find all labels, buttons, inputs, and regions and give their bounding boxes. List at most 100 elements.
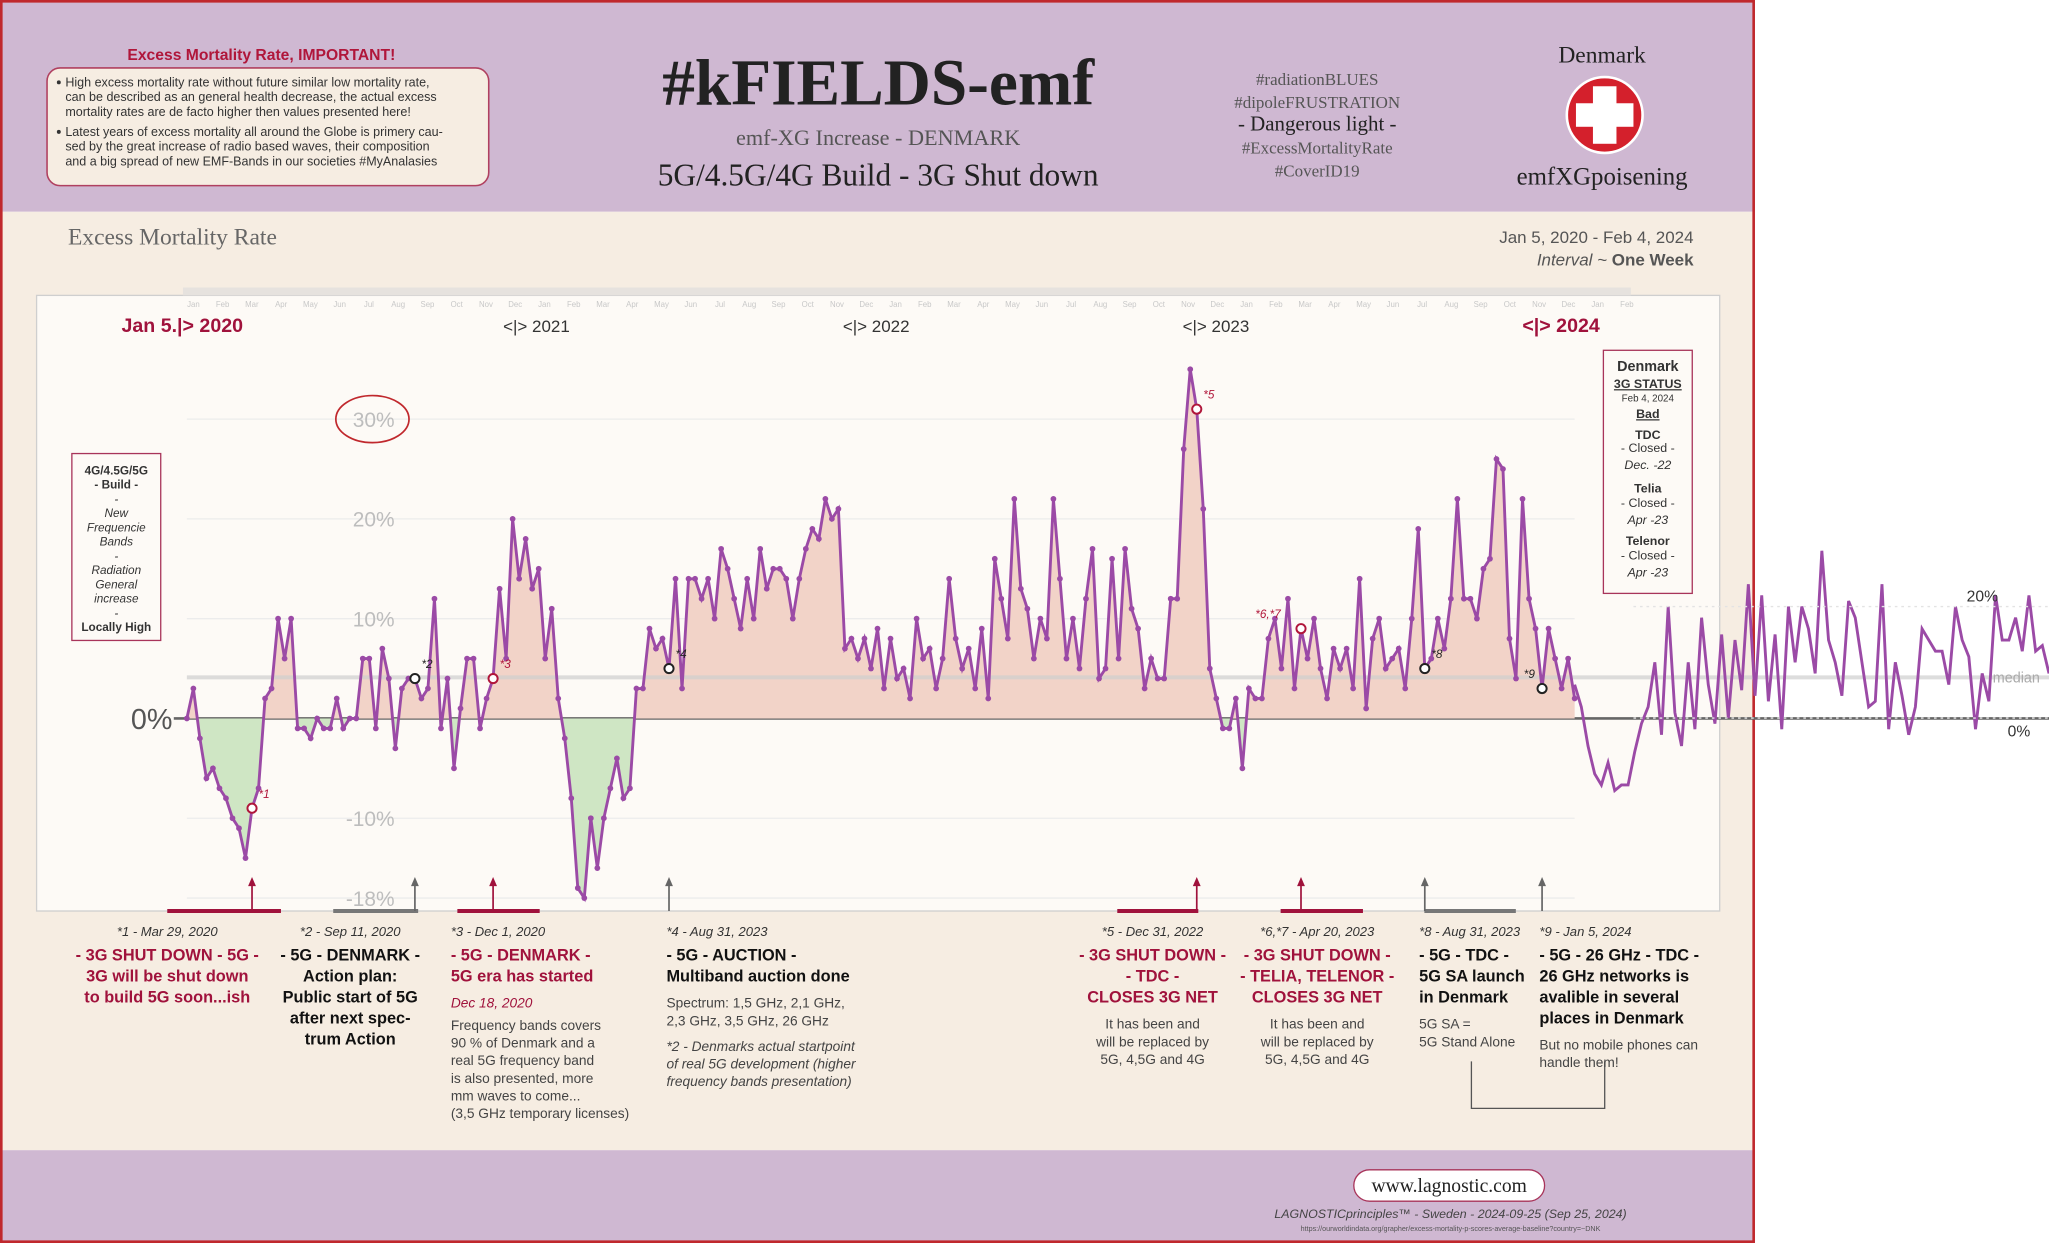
point xyxy=(262,695,268,702)
note-heading: 26 GHz networks is xyxy=(1539,968,1689,986)
note-heading: CLOSES 3G NET xyxy=(1087,989,1218,1007)
point xyxy=(522,535,529,542)
y-tick-label: -18% xyxy=(346,888,395,911)
point xyxy=(1402,685,1409,692)
hashtag: #ExcessMortalityRate xyxy=(1242,139,1393,158)
event-label: *5 xyxy=(1203,389,1215,402)
status-text: Feb 4, 2024 xyxy=(1622,393,1675,404)
point xyxy=(920,655,926,662)
event-marker xyxy=(409,672,421,685)
point xyxy=(718,545,725,552)
note-ref: *9 - Jan 5, 2024 xyxy=(1539,924,1631,939)
event-marker xyxy=(1419,662,1431,675)
warning-text: Latest years of excess mortality all aro… xyxy=(65,125,442,139)
point xyxy=(600,815,607,822)
point xyxy=(874,625,881,632)
month-label: Sep xyxy=(1123,300,1138,309)
point xyxy=(392,745,399,752)
warning-title: Excess Mortality Rate, IMPORTANT! xyxy=(127,47,395,64)
point xyxy=(574,885,581,891)
y-tick-label: 10% xyxy=(353,609,395,632)
note-body: will be replaced by xyxy=(1260,1034,1374,1049)
point xyxy=(535,565,542,572)
point xyxy=(1083,595,1089,602)
month-label: Jun xyxy=(684,300,697,309)
point xyxy=(1102,665,1109,672)
point xyxy=(1174,595,1181,602)
point xyxy=(1500,466,1506,472)
note-body: mm waves to come... xyxy=(451,1089,581,1104)
point xyxy=(1109,555,1115,562)
event-label: *3 xyxy=(500,658,512,671)
month-label: Nov xyxy=(1532,300,1546,309)
flag-cross xyxy=(1575,103,1634,127)
point xyxy=(1304,655,1311,662)
point xyxy=(633,685,640,692)
status-text: Telenor xyxy=(1626,534,1670,548)
point xyxy=(1219,725,1226,732)
point xyxy=(1415,525,1422,532)
note-body: 5G SA = xyxy=(1419,1017,1470,1032)
event-arrowhead xyxy=(248,877,256,887)
point xyxy=(998,595,1005,602)
note-body: It has been and xyxy=(1270,1017,1365,1032)
status-text: 3G STATUS xyxy=(1614,377,1682,391)
point xyxy=(829,516,835,522)
footer-url[interactable]: www.lagnostic.com xyxy=(1371,1176,1526,1197)
event-label: *9 xyxy=(1524,668,1536,681)
overlay-tick-label: 0% xyxy=(2008,723,2031,740)
point xyxy=(483,695,490,702)
note-heading: - 5G - DENMARK - xyxy=(451,947,591,965)
year-label: <|> 2021 xyxy=(503,317,570,336)
point xyxy=(1428,655,1435,662)
point xyxy=(197,735,203,742)
status-text: Bad xyxy=(1636,407,1659,421)
point xyxy=(242,855,249,862)
point xyxy=(1063,655,1070,662)
point xyxy=(1024,605,1031,612)
point xyxy=(1447,595,1454,602)
event-marker xyxy=(1191,403,1203,415)
point xyxy=(398,685,405,692)
point xyxy=(926,645,933,652)
note-heading: - 5G - TDC - xyxy=(1419,947,1509,965)
note-heading: places in Denmark xyxy=(1539,1009,1684,1027)
point xyxy=(705,575,711,582)
point xyxy=(477,725,483,732)
month-label: Jun xyxy=(1387,300,1400,309)
month-label: Feb xyxy=(216,300,230,309)
month-label: Mar xyxy=(947,300,961,309)
point xyxy=(809,525,816,532)
month-label: May xyxy=(1356,300,1371,309)
point xyxy=(1128,605,1135,612)
note-heading: 3G will be shut down xyxy=(86,968,248,986)
event-label: *1 xyxy=(259,788,270,801)
point xyxy=(1519,496,1526,502)
note-body: is also presented, more xyxy=(451,1071,594,1086)
point xyxy=(685,575,692,582)
point xyxy=(496,585,503,592)
point xyxy=(659,635,666,642)
point xyxy=(1213,695,1220,702)
point xyxy=(1461,595,1467,602)
footer-credit: LAGNOSTICprinciples™ - Sweden - 2024-09-… xyxy=(1274,1207,1626,1221)
point xyxy=(1434,615,1441,622)
point xyxy=(770,565,777,572)
point xyxy=(1076,665,1083,672)
point xyxy=(796,575,803,582)
y-tick-label: 30% xyxy=(353,409,395,432)
point xyxy=(1044,635,1050,642)
point xyxy=(555,695,562,702)
interval-value: One Week xyxy=(1612,250,1694,269)
point xyxy=(353,715,360,722)
month-label: Jan xyxy=(187,300,200,309)
event-marker xyxy=(663,662,675,675)
footer-source: https://ourworldindata.org/grapher/exces… xyxy=(1301,1225,1601,1233)
country: Denmark xyxy=(1558,43,1646,69)
side-panel-text: - xyxy=(114,607,118,620)
point xyxy=(359,655,366,662)
point xyxy=(1513,675,1519,682)
warning-text: can be described as an general health de… xyxy=(65,90,436,104)
y-tick-label: 20% xyxy=(353,509,395,532)
